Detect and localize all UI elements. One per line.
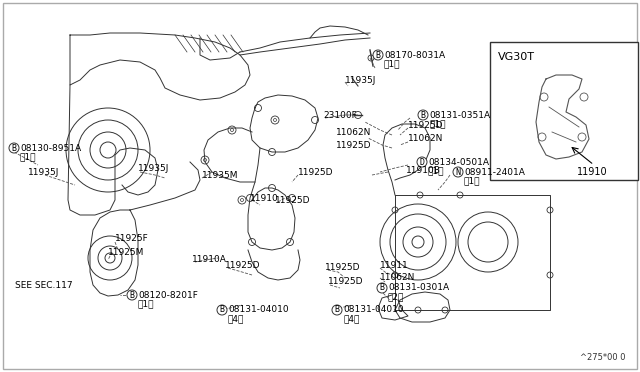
Text: 08131-0301A: 08131-0301A <box>388 283 449 292</box>
Text: （1）: （1） <box>428 167 445 176</box>
Circle shape <box>332 305 342 315</box>
Text: 08130-8951A: 08130-8951A <box>20 144 81 153</box>
Text: B: B <box>129 291 134 299</box>
Text: B: B <box>420 110 426 119</box>
Text: 11925F: 11925F <box>115 234 148 243</box>
Text: 11062N: 11062N <box>380 273 415 282</box>
Text: （1）: （1） <box>138 299 154 308</box>
Text: 11910A: 11910A <box>192 256 227 264</box>
Text: ^275*00 0: ^275*00 0 <box>579 353 625 362</box>
Text: 23100F: 23100F <box>323 110 356 119</box>
Text: 11925D: 11925D <box>275 196 310 205</box>
Text: VG30T: VG30T <box>498 52 535 62</box>
Text: 08131-0351A: 08131-0351A <box>429 110 490 119</box>
Circle shape <box>373 50 383 60</box>
Text: 08134-0501A: 08134-0501A <box>428 157 489 167</box>
Text: 11935J: 11935J <box>138 164 170 173</box>
Circle shape <box>453 167 463 177</box>
Circle shape <box>127 290 137 300</box>
Text: SEE SEC.117: SEE SEC.117 <box>15 280 72 289</box>
Text: （1）: （1） <box>429 119 445 128</box>
Text: 11935M: 11935M <box>202 170 239 180</box>
Text: 11935J: 11935J <box>345 76 376 84</box>
Text: 11925D: 11925D <box>298 167 333 176</box>
Text: （2）: （2） <box>388 292 404 301</box>
Text: 08120-8201F: 08120-8201F <box>138 291 198 299</box>
Text: 11925D: 11925D <box>408 121 444 129</box>
Text: （1）: （1） <box>20 153 36 161</box>
Text: 11062N: 11062N <box>408 134 444 142</box>
Text: B: B <box>220 305 225 314</box>
Text: 08131-04010: 08131-04010 <box>343 305 404 314</box>
Text: 11925M: 11925M <box>108 247 145 257</box>
Text: B: B <box>12 144 17 153</box>
Text: （4）: （4） <box>228 314 244 324</box>
Text: 11925D: 11925D <box>328 278 364 286</box>
Text: 11925D: 11925D <box>336 141 371 150</box>
Text: 08170-8031A: 08170-8031A <box>384 51 445 60</box>
Text: B: B <box>335 305 339 314</box>
Text: 11910: 11910 <box>577 167 607 177</box>
Text: 11062N: 11062N <box>336 128 371 137</box>
Text: 11911: 11911 <box>380 260 409 269</box>
Text: B: B <box>376 51 381 60</box>
Circle shape <box>377 283 387 293</box>
Circle shape <box>217 305 227 315</box>
Text: （4）: （4） <box>343 314 360 324</box>
Text: B: B <box>380 283 385 292</box>
Text: 08131-04010: 08131-04010 <box>228 305 289 314</box>
Text: 11935J: 11935J <box>28 167 60 176</box>
Text: N: N <box>456 167 461 176</box>
Bar <box>490 42 638 180</box>
Circle shape <box>417 157 427 167</box>
Text: 11910: 11910 <box>250 193 279 202</box>
Text: 11925D: 11925D <box>325 263 360 272</box>
Text: 11925D: 11925D <box>225 260 260 269</box>
Text: 11910B: 11910B <box>406 166 441 174</box>
Text: （1）: （1） <box>464 176 481 186</box>
Text: （1）: （1） <box>384 60 401 68</box>
Text: D: D <box>419 157 424 167</box>
Text: 08911-2401A: 08911-2401A <box>464 167 525 176</box>
Circle shape <box>418 110 428 120</box>
Circle shape <box>9 143 19 153</box>
